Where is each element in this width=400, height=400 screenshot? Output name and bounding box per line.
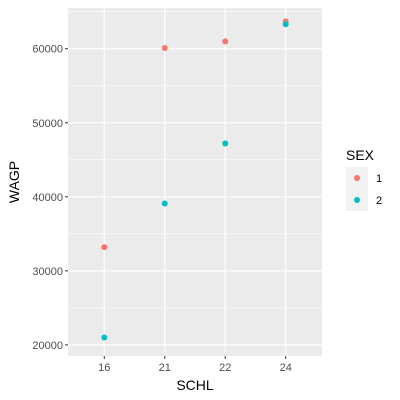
plot-panel [68, 8, 322, 356]
legend-title: SEX [346, 147, 375, 163]
y-axis: 20000 30000 40000 50000 60000 [32, 44, 68, 352]
grid-minor [68, 11, 322, 309]
data-point-series-2 [101, 334, 108, 341]
y-tick-label: 60000 [32, 44, 63, 56]
data-point-series-1 [222, 38, 229, 45]
data-point-series-1 [101, 244, 108, 251]
legend: SEX 1 2 [346, 147, 382, 211]
x-tick-label: 21 [159, 362, 171, 374]
x-tick-label: 16 [98, 362, 110, 374]
x-axis-title: SCHL [176, 377, 214, 393]
legend-key-point [354, 197, 360, 203]
data-point-series-2 [282, 21, 289, 28]
y-tick-label: 40000 [32, 192, 63, 204]
x-tick-label: 24 [280, 362, 292, 374]
x-tick-label: 22 [219, 362, 231, 374]
legend-label: 2 [376, 195, 382, 207]
data-points [101, 18, 289, 341]
y-axis-title: WAGP [6, 161, 22, 203]
legend-label: 1 [376, 173, 382, 185]
data-point-series-2 [222, 140, 229, 147]
data-point-series-1 [161, 44, 168, 51]
y-tick-label: 20000 [32, 340, 63, 352]
y-tick-label: 30000 [32, 266, 63, 278]
x-axis: 16 21 22 24 [98, 356, 292, 374]
legend-key-point [354, 175, 360, 181]
grid-major [68, 8, 322, 356]
data-point-series-2 [161, 200, 168, 207]
y-tick-label: 50000 [32, 118, 63, 130]
